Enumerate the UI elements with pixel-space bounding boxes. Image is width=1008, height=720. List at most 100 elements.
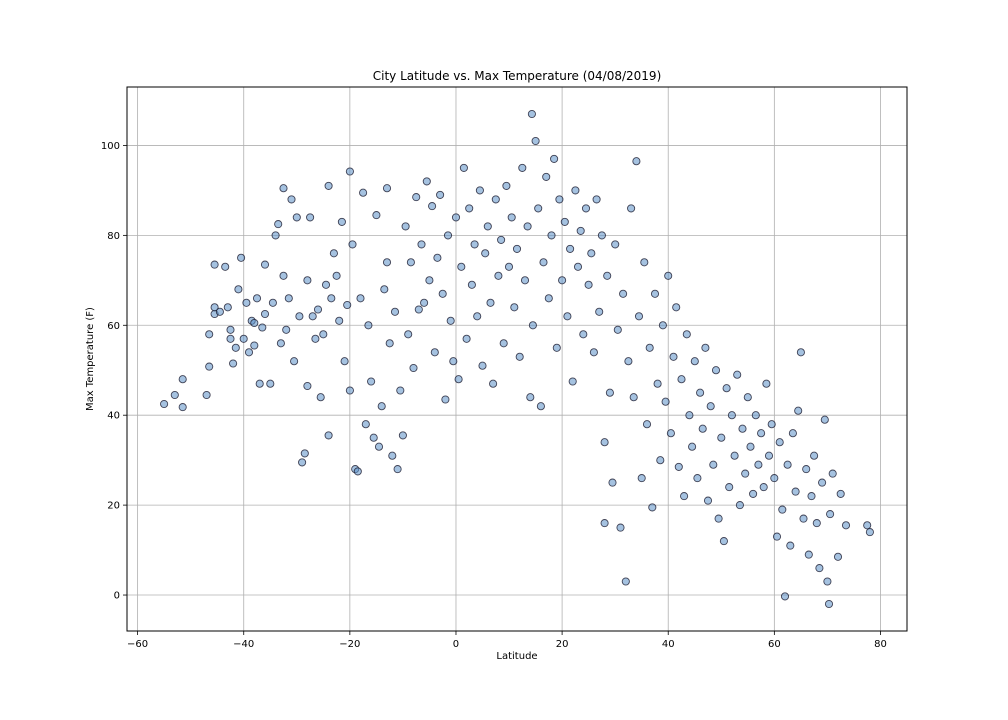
data-point bbox=[558, 276, 567, 285]
data-point bbox=[319, 330, 328, 339]
data-point bbox=[656, 456, 665, 465]
data-point bbox=[321, 280, 331, 289]
data-point bbox=[587, 249, 596, 258]
data-point bbox=[711, 366, 721, 375]
data-point bbox=[178, 403, 187, 412]
data-point bbox=[603, 271, 612, 280]
data-point bbox=[759, 483, 768, 492]
data-point bbox=[433, 253, 442, 262]
x-tick-label: 0 bbox=[453, 639, 459, 650]
data-point bbox=[719, 537, 728, 546]
data-point bbox=[372, 211, 381, 220]
data-point bbox=[812, 519, 821, 528]
data-point bbox=[576, 226, 585, 235]
data-point bbox=[698, 424, 707, 433]
data-point bbox=[865, 528, 874, 537]
data-point bbox=[836, 489, 845, 498]
data-point bbox=[754, 460, 763, 469]
data-point bbox=[369, 433, 378, 442]
data-point bbox=[345, 386, 354, 395]
data-point bbox=[266, 379, 275, 388]
data-point bbox=[666, 429, 675, 438]
data-point bbox=[420, 298, 429, 307]
data-point bbox=[536, 402, 545, 411]
data-point bbox=[595, 307, 604, 316]
data-point bbox=[282, 325, 291, 334]
data-point bbox=[818, 478, 827, 487]
data-point bbox=[406, 258, 415, 267]
data-point bbox=[486, 298, 495, 307]
data-point bbox=[205, 362, 214, 371]
data-point bbox=[303, 276, 312, 285]
x-axis-ticks: −60 −40 −20 0 20 40 60 80 bbox=[127, 631, 887, 650]
y-tick-label: 0 bbox=[114, 591, 120, 602]
data-point bbox=[627, 204, 636, 213]
data-point bbox=[512, 244, 522, 253]
data-point bbox=[396, 386, 405, 395]
data-point bbox=[735, 501, 744, 510]
data-point bbox=[404, 330, 413, 339]
data-point bbox=[696, 388, 705, 397]
data-point bbox=[308, 312, 317, 321]
data-point bbox=[502, 181, 511, 190]
data-point bbox=[658, 321, 667, 330]
data-point bbox=[581, 204, 591, 213]
data-point bbox=[337, 217, 346, 226]
data-point bbox=[414, 305, 423, 314]
data-point bbox=[751, 411, 760, 420]
data-point bbox=[390, 307, 400, 316]
data-point bbox=[520, 276, 530, 285]
data-point bbox=[393, 465, 402, 474]
data-point bbox=[510, 303, 519, 312]
data-point bbox=[438, 289, 447, 298]
data-point bbox=[441, 395, 450, 404]
data-point bbox=[515, 352, 524, 361]
data-point bbox=[799, 514, 808, 523]
data-point bbox=[345, 167, 354, 176]
data-point bbox=[504, 262, 514, 271]
data-point bbox=[359, 188, 368, 197]
data-point bbox=[589, 348, 598, 357]
data-point bbox=[824, 599, 834, 609]
data-point bbox=[531, 136, 540, 146]
data-point bbox=[725, 483, 734, 492]
data-point bbox=[550, 154, 559, 163]
data-point bbox=[428, 202, 437, 211]
data-point bbox=[648, 503, 657, 512]
data-point bbox=[605, 388, 614, 397]
data-point bbox=[343, 300, 352, 310]
data-point bbox=[303, 381, 312, 391]
data-point bbox=[600, 438, 609, 447]
data-point bbox=[804, 550, 813, 559]
data-point bbox=[770, 474, 779, 483]
data-point bbox=[600, 519, 609, 528]
data-point bbox=[642, 420, 652, 429]
data-point bbox=[701, 343, 710, 352]
data-point bbox=[258, 323, 267, 332]
data-point bbox=[451, 213, 461, 222]
data-point bbox=[425, 276, 434, 285]
data-point bbox=[807, 492, 816, 501]
data-point bbox=[749, 489, 758, 498]
data-point bbox=[221, 262, 230, 271]
data-point bbox=[252, 294, 262, 303]
data-point bbox=[454, 375, 463, 384]
data-point bbox=[682, 330, 691, 339]
data-point bbox=[178, 375, 187, 384]
data-point bbox=[833, 552, 843, 561]
data-point bbox=[324, 431, 333, 440]
data-point bbox=[436, 190, 445, 199]
data-point bbox=[364, 321, 373, 330]
data-point bbox=[300, 449, 309, 458]
data-point bbox=[250, 341, 259, 350]
data-point bbox=[717, 433, 726, 442]
data-point bbox=[786, 541, 795, 550]
data-point bbox=[772, 532, 782, 541]
x-tick-label: −40 bbox=[233, 639, 254, 650]
data-point bbox=[462, 334, 471, 343]
data-point bbox=[483, 222, 492, 231]
data-point bbox=[802, 465, 811, 474]
data-point bbox=[820, 415, 829, 424]
data-point bbox=[491, 195, 500, 204]
